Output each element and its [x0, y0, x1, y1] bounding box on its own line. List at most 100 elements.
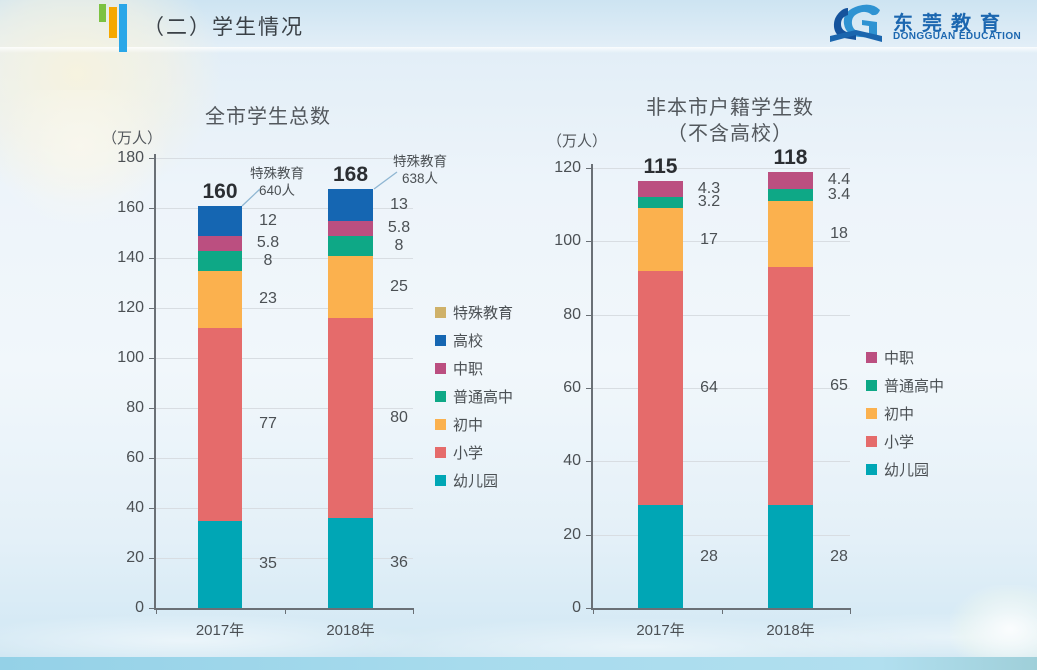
legend-item: 普通高中 — [866, 371, 944, 399]
legend-swatch — [866, 379, 877, 391]
bar-segment-幼儿园 — [198, 520, 242, 608]
y-tick-label: 120 — [117, 299, 144, 316]
bar-segment-小学 — [198, 328, 242, 521]
logo-text-en: DONGGUAN EDUCATION — [893, 31, 1022, 42]
callout-text: 特殊教育 — [250, 166, 304, 181]
bar-segment-高校 — [198, 206, 242, 236]
grid-line — [593, 388, 850, 389]
x-axis — [154, 608, 413, 610]
grid-line — [156, 508, 413, 509]
grid-line — [593, 241, 850, 243]
grid-line — [156, 408, 413, 409]
x-axis-tick — [593, 608, 594, 614]
y-axis-tick — [149, 508, 156, 509]
grid-line — [156, 258, 413, 259]
legend-item: 普通高中 — [435, 382, 513, 410]
bar-segment-普通高中 — [198, 250, 242, 271]
y-tick-label: 0 — [572, 599, 581, 616]
chart-subtitle-right: （不含高校） — [667, 123, 793, 145]
legend-label: 幼儿园 — [453, 472, 499, 490]
legend-label: 中职 — [884, 349, 915, 367]
y-tick-label: 180 — [117, 149, 144, 166]
bar-segment-幼儿园 — [638, 505, 683, 608]
segment-value-label: 5.8 — [256, 234, 280, 252]
y-tick-label: 160 — [117, 199, 144, 216]
legend-label: 普通高中 — [453, 388, 514, 406]
legend-item: 特殊教育 — [435, 298, 513, 326]
bar-total-label: 118 — [773, 146, 808, 170]
bar-segment-中职 — [768, 172, 813, 189]
legend-item: 高校 — [435, 326, 513, 354]
x-axis-label: 2018年 — [766, 622, 815, 639]
segment-value-label: 4.4 — [827, 171, 851, 189]
chart-title-left: 全市学生总数 — [205, 106, 331, 128]
page-title: （二）学生情况 — [143, 16, 304, 39]
callout-text: 640人 — [258, 183, 296, 198]
y-axis-tick — [149, 308, 156, 309]
header-bars-icon — [99, 4, 106, 22]
bar-segment-中职 — [638, 180, 683, 197]
flower-watermark-icon — [950, 585, 1037, 665]
legend-swatch — [435, 446, 446, 458]
grid-line — [156, 558, 413, 559]
segment-value-label: 4.3 — [697, 179, 721, 197]
x-axis-label: 2017年 — [195, 622, 245, 639]
legend-swatch — [435, 306, 446, 318]
legend-item: 中职 — [866, 343, 944, 371]
x-axis-label: 2017年 — [636, 622, 685, 639]
legend-item: 幼儿园 — [435, 466, 513, 494]
bar-segment-小学 — [768, 267, 813, 506]
bar-segment-高校 — [328, 188, 373, 221]
legend-label: 高校 — [453, 332, 484, 350]
grid-line — [156, 358, 413, 359]
grid-line — [593, 168, 850, 169]
legend: 特殊教育 高校 中职 普通高中 初中 小学 幼儿园 — [435, 298, 513, 494]
segment-value-label: 3.2 — [697, 193, 721, 211]
bar-segment-中职 — [198, 236, 242, 251]
x-axis-tick — [413, 608, 414, 614]
bar-segment-普通高中 — [768, 188, 813, 201]
bar-segment-小学 — [328, 318, 373, 518]
segment-value-label: 64 — [700, 379, 718, 396]
y-tick-label: 40 — [126, 499, 144, 516]
legend-item: 初中 — [435, 410, 513, 438]
segment-value-label: 5.8 — [387, 219, 411, 237]
y-axis-tick — [149, 608, 156, 609]
legend-item: 小学 — [866, 427, 944, 455]
grid-line — [593, 461, 850, 463]
flower-watermark-icon — [0, 90, 170, 230]
x-axis — [591, 608, 850, 610]
bar-total-label: 160 — [202, 180, 238, 203]
segment-value-label: 36 — [390, 554, 408, 571]
y-tick-label: 60 — [563, 379, 581, 396]
y-axis — [591, 164, 593, 608]
y-axis-tick — [149, 208, 156, 209]
segment-value-label: 80 — [390, 409, 408, 426]
y-axis-tick — [586, 461, 593, 463]
legend-swatch — [435, 334, 446, 346]
grid-line — [156, 208, 413, 209]
y-axis-tick — [149, 408, 156, 409]
grid-line — [156, 458, 413, 459]
y-axis-tick — [586, 608, 593, 609]
legend-item: 中职 — [435, 354, 513, 382]
callout-text: 638人 — [401, 171, 439, 186]
segment-value-label: 8 — [263, 251, 273, 269]
y-tick-label: 40 — [563, 452, 581, 470]
legend-label: 中职 — [453, 360, 484, 378]
legend-label: 特殊教育 — [453, 304, 514, 322]
bar-segment-普通高中 — [638, 196, 683, 209]
legend-label: 普通高中 — [884, 377, 945, 395]
legend-label: 初中 — [453, 416, 484, 434]
y-tick-label: 120 — [554, 159, 581, 176]
segment-value-label: 28 — [700, 547, 718, 565]
segment-value-label: 65 — [830, 377, 848, 395]
y-axis-tick — [586, 314, 593, 316]
bar-total-label: 168 — [332, 162, 369, 186]
grid-line — [593, 314, 850, 316]
y-axis — [154, 154, 156, 608]
y-axis-unit-right: （万人） — [547, 133, 608, 150]
y-axis-tick — [149, 458, 156, 459]
